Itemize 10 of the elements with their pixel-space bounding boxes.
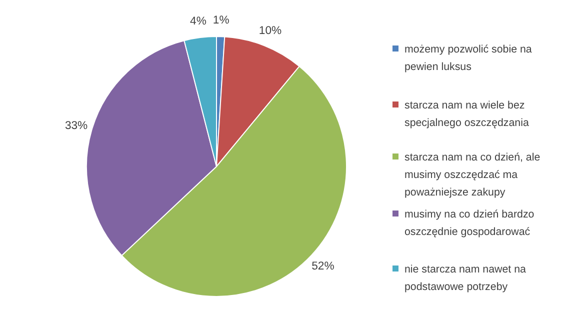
legend-label: nie starcza nam nawet na podstawowe potrzeby (404, 264, 526, 293)
data-label: 1% (212, 14, 230, 27)
data-label: 33% (64, 120, 88, 132)
data-label: 52% (312, 260, 334, 272)
legend-label: musimy na co dzień bardzo oszczędnie gospodarować (404, 208, 534, 238)
data-label: 10% (258, 24, 282, 37)
legend-label: możemy pozwolić sobie na pewien luksus (404, 44, 532, 73)
data-label: 4% (190, 16, 206, 28)
legend-label: starcza nam na wiele bez specjalnego oszczędzania (404, 100, 529, 129)
legend-label: starcza nam na co dzień, ale musimy oszczędzać ma poważniejsze zakupy (404, 152, 540, 198)
